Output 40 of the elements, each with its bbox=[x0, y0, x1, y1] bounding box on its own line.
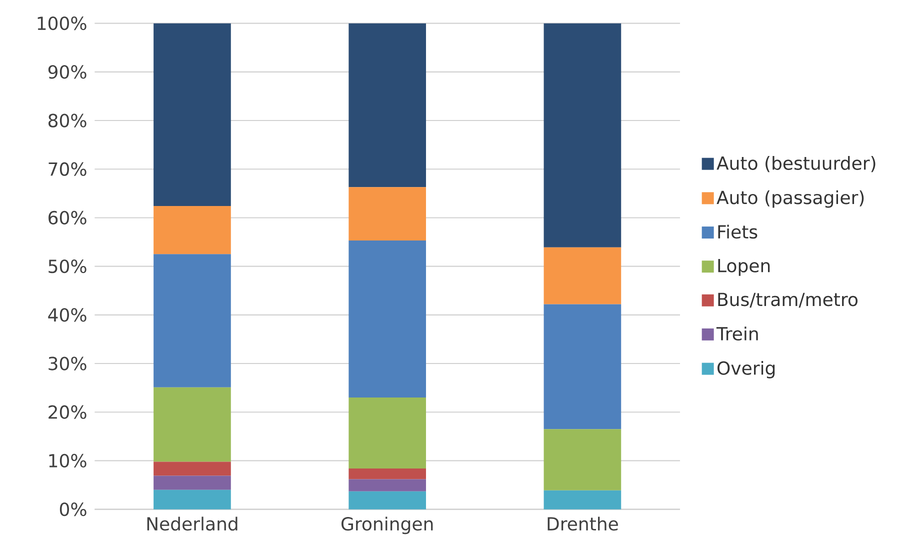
legend-label: Auto (passagier) bbox=[716, 190, 864, 208]
x-tick-label: Groningen bbox=[341, 516, 433, 534]
legend-label: Auto (bestuurder) bbox=[716, 156, 876, 172]
bar bbox=[154, 490, 231, 510]
y-tick-label: 40% bbox=[48, 308, 86, 322]
y-tick-label: 20% bbox=[48, 405, 86, 419]
y-tick-label: 70% bbox=[48, 162, 86, 176]
bar bbox=[348, 479, 426, 492]
x-tick-label: Nederland bbox=[147, 516, 238, 531]
y-tick-label: 60% bbox=[48, 210, 86, 225]
y-tick-label: 10% bbox=[49, 454, 86, 468]
bar bbox=[348, 491, 426, 510]
legend-label: Fiets bbox=[718, 224, 758, 239]
x-tick-label: Drenthe bbox=[548, 516, 618, 531]
legend-label: Trein bbox=[716, 326, 758, 341]
bar bbox=[348, 23, 426, 188]
bar bbox=[348, 240, 426, 398]
bar bbox=[154, 206, 231, 254]
legend-label: Bus/tram/metro bbox=[718, 292, 858, 308]
y-tick-label: 100% bbox=[38, 16, 86, 30]
y-tick-label: 30% bbox=[48, 356, 86, 370]
bar bbox=[154, 254, 231, 388]
bar bbox=[154, 23, 231, 206]
bar bbox=[348, 468, 426, 480]
bar bbox=[544, 490, 622, 510]
bar bbox=[348, 187, 426, 241]
y-tick-label: 0% bbox=[60, 502, 86, 516]
bar bbox=[544, 23, 622, 248]
y-tick-label: 80% bbox=[48, 114, 86, 128]
bar bbox=[544, 247, 622, 304]
y-tick-label: 90% bbox=[48, 65, 86, 79]
bar bbox=[544, 304, 622, 430]
bar bbox=[154, 476, 231, 490]
legend-label: Lopen bbox=[718, 259, 770, 276]
bar bbox=[154, 462, 231, 476]
bar bbox=[154, 387, 231, 462]
bar bbox=[544, 429, 622, 490]
y-tick-label: 50% bbox=[48, 260, 86, 274]
legend-label: Overig bbox=[718, 360, 775, 378]
bar bbox=[348, 398, 426, 468]
